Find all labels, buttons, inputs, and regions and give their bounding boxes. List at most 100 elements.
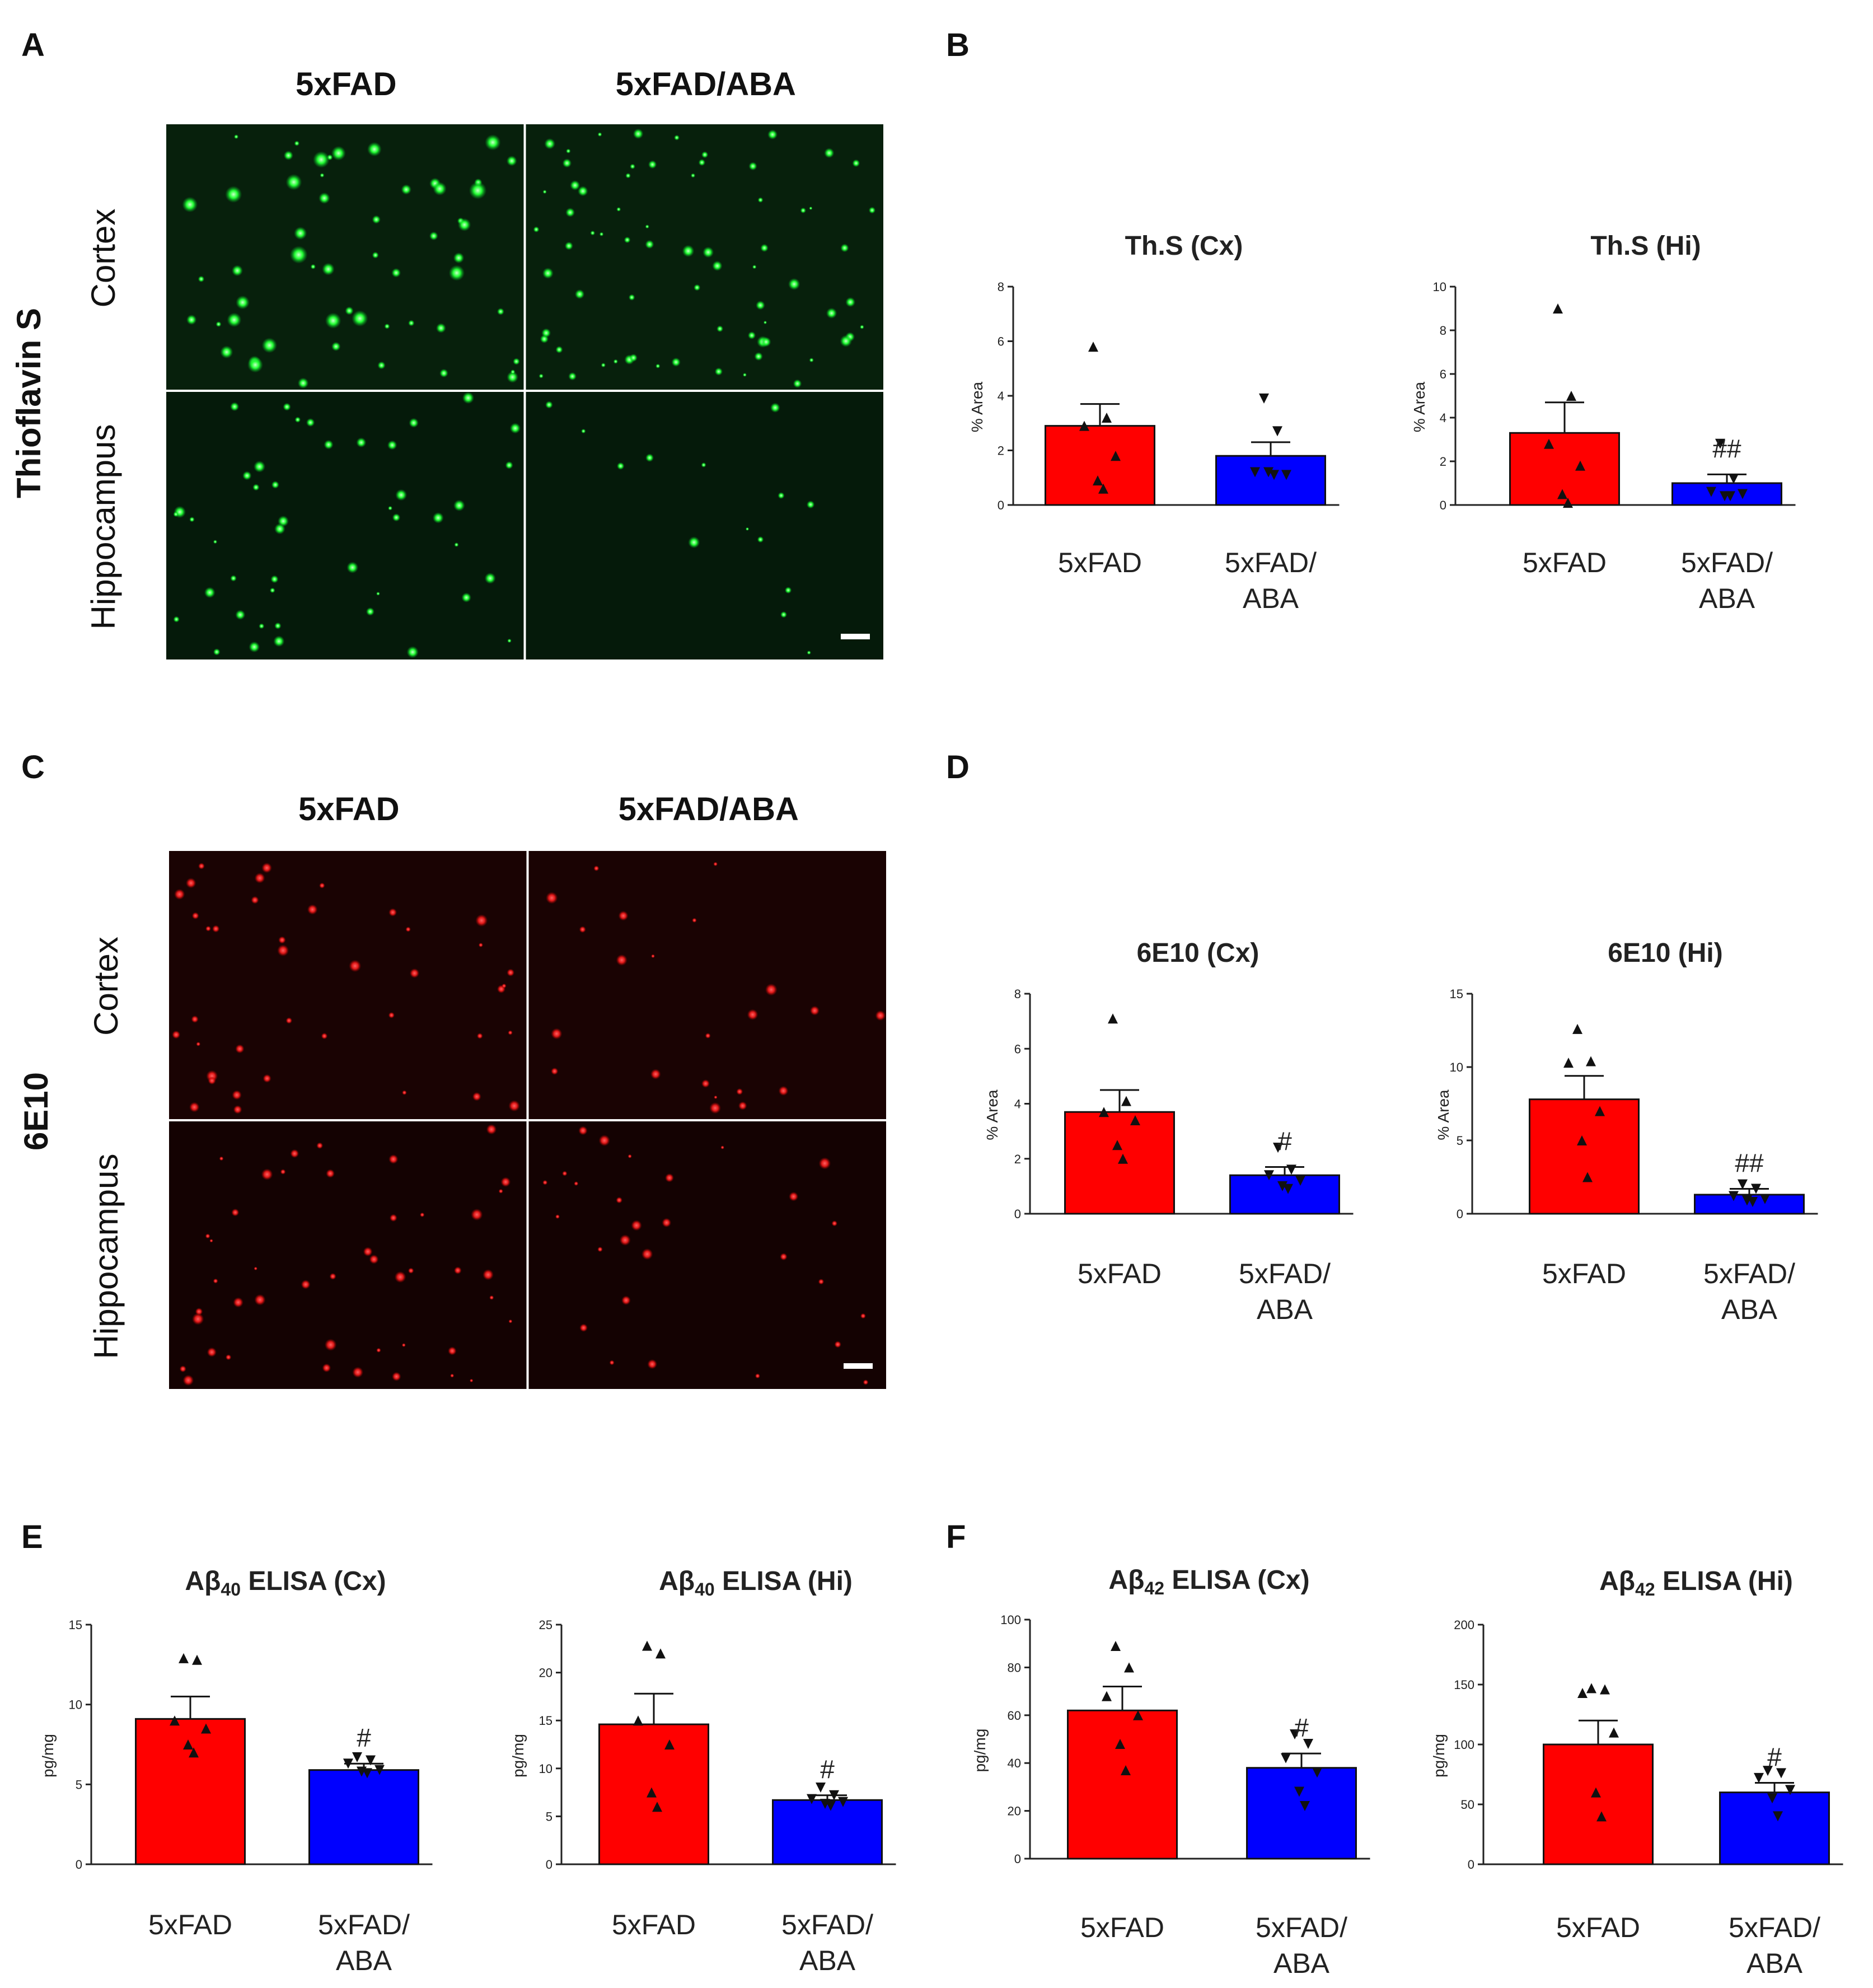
plaque-dot — [331, 342, 341, 352]
data-point — [1295, 1176, 1305, 1186]
y-axis-label: % Area — [968, 381, 986, 432]
data-point — [829, 1790, 839, 1800]
data-point — [647, 1787, 657, 1798]
plaque-dot — [261, 1168, 273, 1181]
bar-chart-f-7: Aβ42 ELISA (Cx) 0 20 40 60 80 100 pg/mg 5xFAD #5x… — [971, 1565, 1370, 1979]
plaque-dot — [285, 1017, 293, 1024]
plaque-dot — [321, 1032, 328, 1040]
data-point — [1729, 1191, 1739, 1201]
y-axis-label: % Area — [984, 1089, 1001, 1140]
category-label: 5xFAD/ABA — [1256, 1912, 1347, 1979]
plaque-dot — [225, 186, 242, 203]
plaque-dot — [662, 1218, 672, 1228]
y-tick-label: 6 — [998, 335, 1004, 349]
plaque-dot — [555, 345, 563, 354]
plaque-dot — [189, 517, 195, 522]
plaque-dot — [533, 226, 540, 233]
plaque-dot — [388, 506, 393, 511]
plaque-dot — [752, 264, 757, 269]
data-point — [1259, 393, 1269, 404]
plaque-dot — [392, 1372, 401, 1382]
plaque-dot — [395, 489, 408, 501]
plaque-dot — [645, 240, 654, 249]
plaque-dot — [294, 141, 300, 146]
panel-label-a: A — [21, 27, 45, 63]
data-point — [183, 1739, 193, 1750]
data-point — [838, 1797, 848, 1807]
plaque-dot — [645, 224, 649, 229]
plaque-dot — [780, 611, 788, 618]
y-tick-label: 6 — [1014, 1042, 1021, 1056]
plaque-dot — [507, 638, 512, 643]
plaque-dot — [625, 172, 631, 179]
micrograph-column-title: 5xFAD — [298, 791, 400, 827]
plaque-dot — [831, 1220, 837, 1227]
bar-chart-b-1: Th.S (Cx) 0 2 4 6 8 % Area 5xFAD 5xFAD/ABA — [968, 231, 1340, 614]
data-point — [1586, 1056, 1596, 1066]
plaque-dot — [439, 368, 448, 378]
plaque-dot — [263, 1074, 271, 1083]
data-point — [1715, 438, 1725, 449]
data-point — [1557, 489, 1567, 499]
significance-marker: # — [1277, 1126, 1292, 1156]
data-point — [1111, 451, 1121, 461]
plaque-dot — [191, 1015, 199, 1023]
plaque-dot — [778, 1086, 789, 1096]
plaque-dot — [593, 866, 600, 872]
plaque-dot — [852, 159, 860, 167]
plaque-dot — [231, 1208, 240, 1217]
plaque-dot — [471, 1208, 483, 1221]
plaque-dot — [780, 1253, 788, 1261]
bar — [1246, 1767, 1357, 1860]
plaque-dot — [597, 132, 602, 137]
plaque-dot — [301, 1279, 311, 1289]
bar-chart-e-5: Aβ40 ELISA (Cx) 0 5 10 15 pg/mg 5xFAD #5xFAD/AB… — [39, 1566, 433, 1976]
plaque-dot — [542, 190, 547, 194]
plaque-dot — [590, 230, 596, 236]
y-tick-label: 50 — [1461, 1798, 1474, 1812]
plaque-dot — [172, 1030, 181, 1039]
y-tick-label: 20 — [1008, 1804, 1021, 1818]
significance-marker: ## — [1712, 434, 1741, 463]
plaque-dot — [809, 206, 813, 211]
plaque-dot — [186, 314, 197, 325]
plaque-dot — [485, 134, 501, 151]
plaque-dot — [756, 300, 765, 310]
y-tick-label: 60 — [1008, 1709, 1021, 1723]
plaque-dot — [247, 357, 264, 373]
plaque-dot — [840, 244, 849, 252]
plaque-dot — [312, 151, 330, 168]
plaque-dot — [230, 575, 237, 582]
plaque-dot — [208, 1077, 216, 1085]
data-point — [1725, 491, 1735, 502]
data-point — [1544, 438, 1554, 449]
plaque-dot — [720, 1145, 724, 1149]
data-point — [826, 1800, 836, 1811]
micrograph-tile — [166, 124, 524, 390]
plaque-dot — [289, 246, 308, 264]
data-point — [189, 1747, 199, 1758]
plaque-dot — [204, 587, 216, 598]
data-point — [1600, 1684, 1610, 1695]
plaque-dot — [363, 1247, 373, 1257]
bar-chart-e-6: Aβ40 ELISA (Hi) 0 5 10 15 20 25 pg/mg 5xFAD #5xFA… — [509, 1566, 896, 1976]
plaque-dot — [688, 536, 700, 549]
y-axis-label: pg/mg — [971, 1729, 989, 1772]
data-point — [655, 1648, 666, 1659]
plaque-dot — [859, 325, 864, 329]
plaque-dot — [742, 373, 747, 377]
plaque-dot — [235, 1044, 245, 1054]
data-point — [343, 1758, 353, 1769]
plaque-dot — [701, 462, 706, 468]
plaque-dot — [306, 418, 315, 427]
category-label: 5xFAD — [1556, 1912, 1640, 1943]
plaque-dot — [384, 323, 390, 329]
plaque-dot — [297, 377, 309, 389]
bar — [308, 1769, 419, 1865]
plaque-dot — [207, 1347, 217, 1357]
bar — [1529, 1098, 1640, 1215]
data-point — [1124, 1662, 1134, 1673]
plaque-dot — [191, 1313, 204, 1325]
plaque-dot — [448, 265, 465, 281]
data-point — [1312, 1767, 1322, 1778]
